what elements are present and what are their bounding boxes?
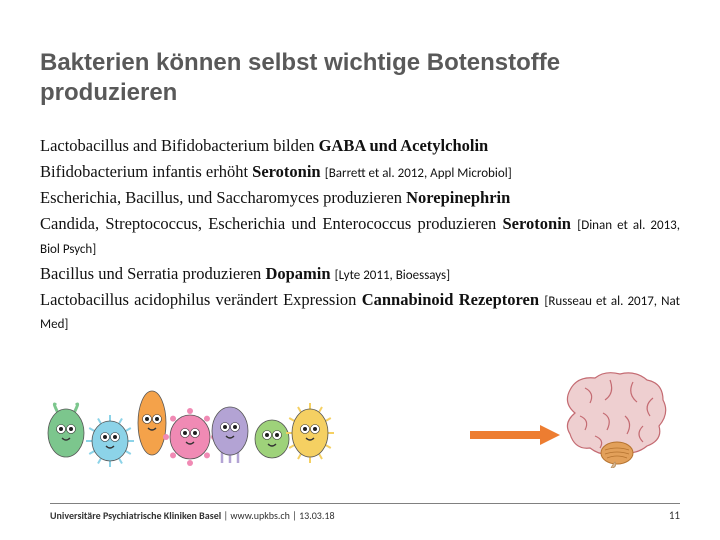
content-line: Lactobacillus acidophilus verändert Expr…: [40, 288, 680, 336]
footer-text: Universitäre Psychiatrische Kliniken Bas…: [50, 509, 335, 522]
slide-title: Bakterien können selbst wichtige Botenst…: [40, 48, 680, 108]
footer-institution: Universitäre Psychiatrische Kliniken Bas…: [50, 509, 221, 522]
content-line: Candida, Streptococcus, Escherichia und …: [40, 212, 680, 260]
footer-url: www.upkbs.ch: [230, 509, 290, 522]
neurotransmitter: Norepinephrin: [406, 188, 510, 207]
content-block: Lactobacillus and Bifidobacterium bilden…: [40, 134, 680, 335]
citation: [Lyte 2011, Bioessays]: [335, 268, 450, 283]
brain-illustration: [555, 368, 670, 468]
content-line: Bacillus und Serratia produzieren Dopami…: [40, 262, 680, 286]
slide: Bakterien können selbst wichtige Botenst…: [0, 0, 720, 540]
content-line: Escherichia, Bacillus, und Saccharomyces…: [40, 186, 680, 210]
content-line: Bifidobacterium infantis erhöht Serotoni…: [40, 160, 680, 184]
arrow-icon: [470, 427, 560, 443]
illustration-row: [40, 363, 680, 468]
citation: [Barrett et al. 2012, Appl Microbiol]: [325, 166, 512, 181]
page-number: 11: [669, 509, 680, 522]
neurotransmitter: Dopamin: [265, 264, 330, 283]
bacteria-illustration: [40, 363, 340, 468]
neurotransmitter: Serotonin: [503, 214, 571, 233]
content-line: Lactobacillus and Bifidobacterium bilden…: [40, 134, 680, 158]
citation: [Dinan et al. 2013, Biol Psych]: [40, 218, 680, 257]
citation: [Russeau et al. 2017, Nat Med]: [40, 294, 680, 333]
neurotransmitter: GABA und Acetylcholin: [319, 136, 489, 155]
footer-divider: [50, 503, 680, 504]
footer-date: 13.03.18: [299, 509, 334, 522]
neurotransmitter: Cannabinoid Rezeptoren: [362, 290, 539, 309]
neurotransmitter: Serotonin: [252, 162, 320, 181]
